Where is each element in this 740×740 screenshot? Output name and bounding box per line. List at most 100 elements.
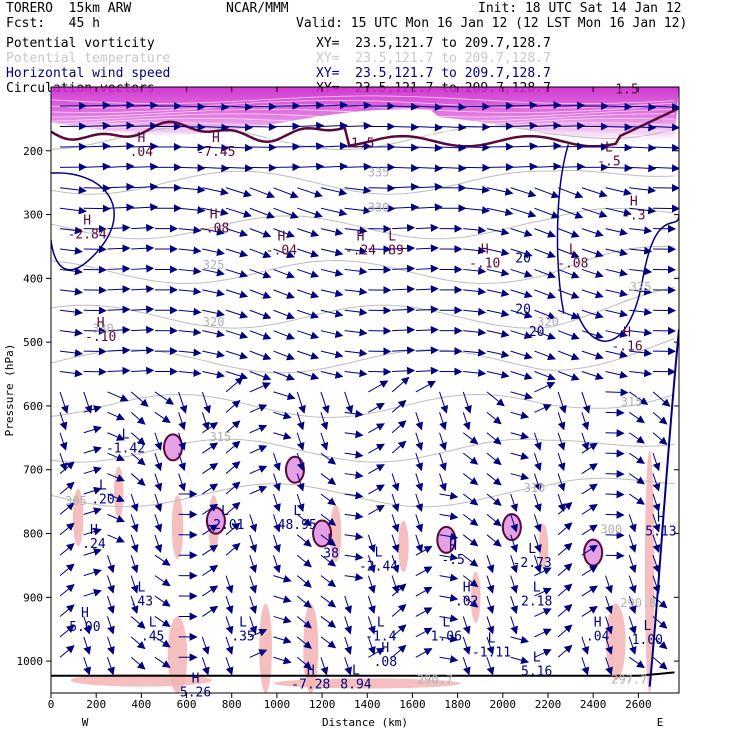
circulation-vector: [344, 616, 352, 635]
circulation-vector: [202, 309, 225, 318]
x-tick-label: 200: [86, 698, 106, 711]
circulation-vector: [534, 628, 552, 638]
circulation-vector: [107, 182, 135, 191]
circulation-vector: [581, 187, 608, 198]
circulation-vector: [297, 101, 325, 110]
circulation-vector: [131, 142, 159, 151]
circulation-vector: [178, 473, 186, 492]
extremum-value: -2.44: [359, 559, 398, 574]
circulation-vector: [59, 186, 87, 195]
circulation-vector: [83, 446, 102, 454]
circulation-vector: [202, 123, 230, 132]
circulation-vector: [629, 369, 653, 378]
circulation-vector: [178, 266, 202, 275]
circulation-vector: [605, 429, 625, 438]
circulation-vector: [463, 143, 491, 152]
circulation-vector: [557, 309, 580, 320]
circulation-vector: [296, 432, 305, 451]
circulation-vector: [296, 575, 312, 588]
circulation-vector: [249, 465, 268, 475]
circulation-vector: [296, 636, 312, 649]
circulation-vector: [296, 514, 312, 527]
circulation-vector: [439, 634, 459, 643]
circulation-vector: [534, 207, 560, 219]
circulation-vector: [320, 330, 344, 338]
circulation-vector: [202, 565, 219, 577]
circulation-vector: [249, 248, 272, 259]
circulation-vector: [107, 534, 125, 543]
circulation-vector: [391, 575, 400, 594]
circulation-vector: [533, 534, 542, 553]
circulation-vector: [178, 328, 202, 337]
circulation-vector: [202, 268, 225, 277]
circulation-vector: [320, 162, 348, 171]
circulation-vector: [107, 575, 115, 594]
circulation-vector: [83, 507, 102, 515]
circulation-vector: [415, 534, 424, 553]
circulation-vector: [320, 534, 337, 547]
field-name: Potential temperature: [6, 51, 171, 66]
circulation-vector: [652, 473, 661, 492]
circulation-vector: [297, 330, 320, 340]
circulation-vector: [367, 595, 376, 615]
circulation-vector: [605, 449, 625, 458]
circulation-vector: [226, 164, 253, 173]
extremum-marker: H: [357, 230, 365, 245]
circulation-vector: [107, 121, 135, 130]
extremum-marker: H: [278, 230, 286, 245]
extremum-value: -1.42: [106, 441, 145, 456]
extremum-value: -7.28: [291, 677, 330, 692]
circulation-vector: [344, 636, 352, 655]
circulation-vector: [107, 657, 115, 676]
circulation-vector: [107, 391, 129, 402]
circulation-vector: [202, 103, 230, 112]
circulation-vector: [510, 656, 530, 665]
circulation-vector: [202, 187, 229, 196]
extremum-value: -.5: [597, 154, 620, 169]
circulation-vector: [629, 493, 645, 505]
circulation-vector: [202, 248, 225, 257]
circulation-vector: [83, 405, 102, 413]
circulation-vector: [439, 614, 459, 623]
circulation-vector: [59, 226, 83, 235]
circulation-vector: [629, 656, 645, 669]
circulation-vector: [297, 371, 320, 381]
circulation-vector: [225, 187, 252, 198]
circulation-vector: [344, 573, 364, 582]
circulation-vector: [249, 382, 271, 393]
y-tick-label: 400: [23, 272, 43, 285]
circulation-vector: [652, 123, 679, 132]
circulation-vector: [462, 595, 479, 608]
circulation-vector: [249, 575, 258, 594]
circulation-vector: [59, 391, 69, 414]
circulation-vector: [83, 425, 102, 434]
circulation-vector: [59, 522, 75, 536]
pv-closed-contour: [312, 519, 333, 548]
circulation-vector: [367, 575, 376, 594]
circulation-vector: [581, 309, 604, 319]
circulation-vector: [296, 656, 312, 670]
circulation-vector: [534, 649, 552, 658]
circulation-vector: [629, 143, 657, 152]
extremum-marker: H: [81, 606, 89, 621]
circulation-vector: [581, 289, 604, 299]
circulation-vector: [605, 469, 625, 478]
extremum-value: -.08: [198, 221, 229, 236]
circulation-vector: [107, 142, 135, 151]
circulation-vector: [439, 553, 459, 561]
circulation-vector: [107, 264, 131, 273]
theta-contour-label: 297.7: [611, 672, 647, 686]
circulation-vector: [628, 595, 637, 615]
circulation-vector: [463, 122, 491, 131]
circulation-vector: [131, 366, 155, 375]
circulation-vector: [510, 493, 518, 513]
pv-shading-blob: [259, 603, 272, 693]
circulation-vector: [557, 644, 573, 658]
circulation-vector: [463, 163, 491, 172]
circulation-vector: [557, 207, 584, 219]
circulation-vector: [629, 226, 653, 235]
circulation-vector: [225, 595, 234, 615]
circulation-vector: [344, 532, 364, 541]
extremum-marker: L: [442, 616, 450, 631]
extremum-value: -1.11: [472, 646, 511, 661]
